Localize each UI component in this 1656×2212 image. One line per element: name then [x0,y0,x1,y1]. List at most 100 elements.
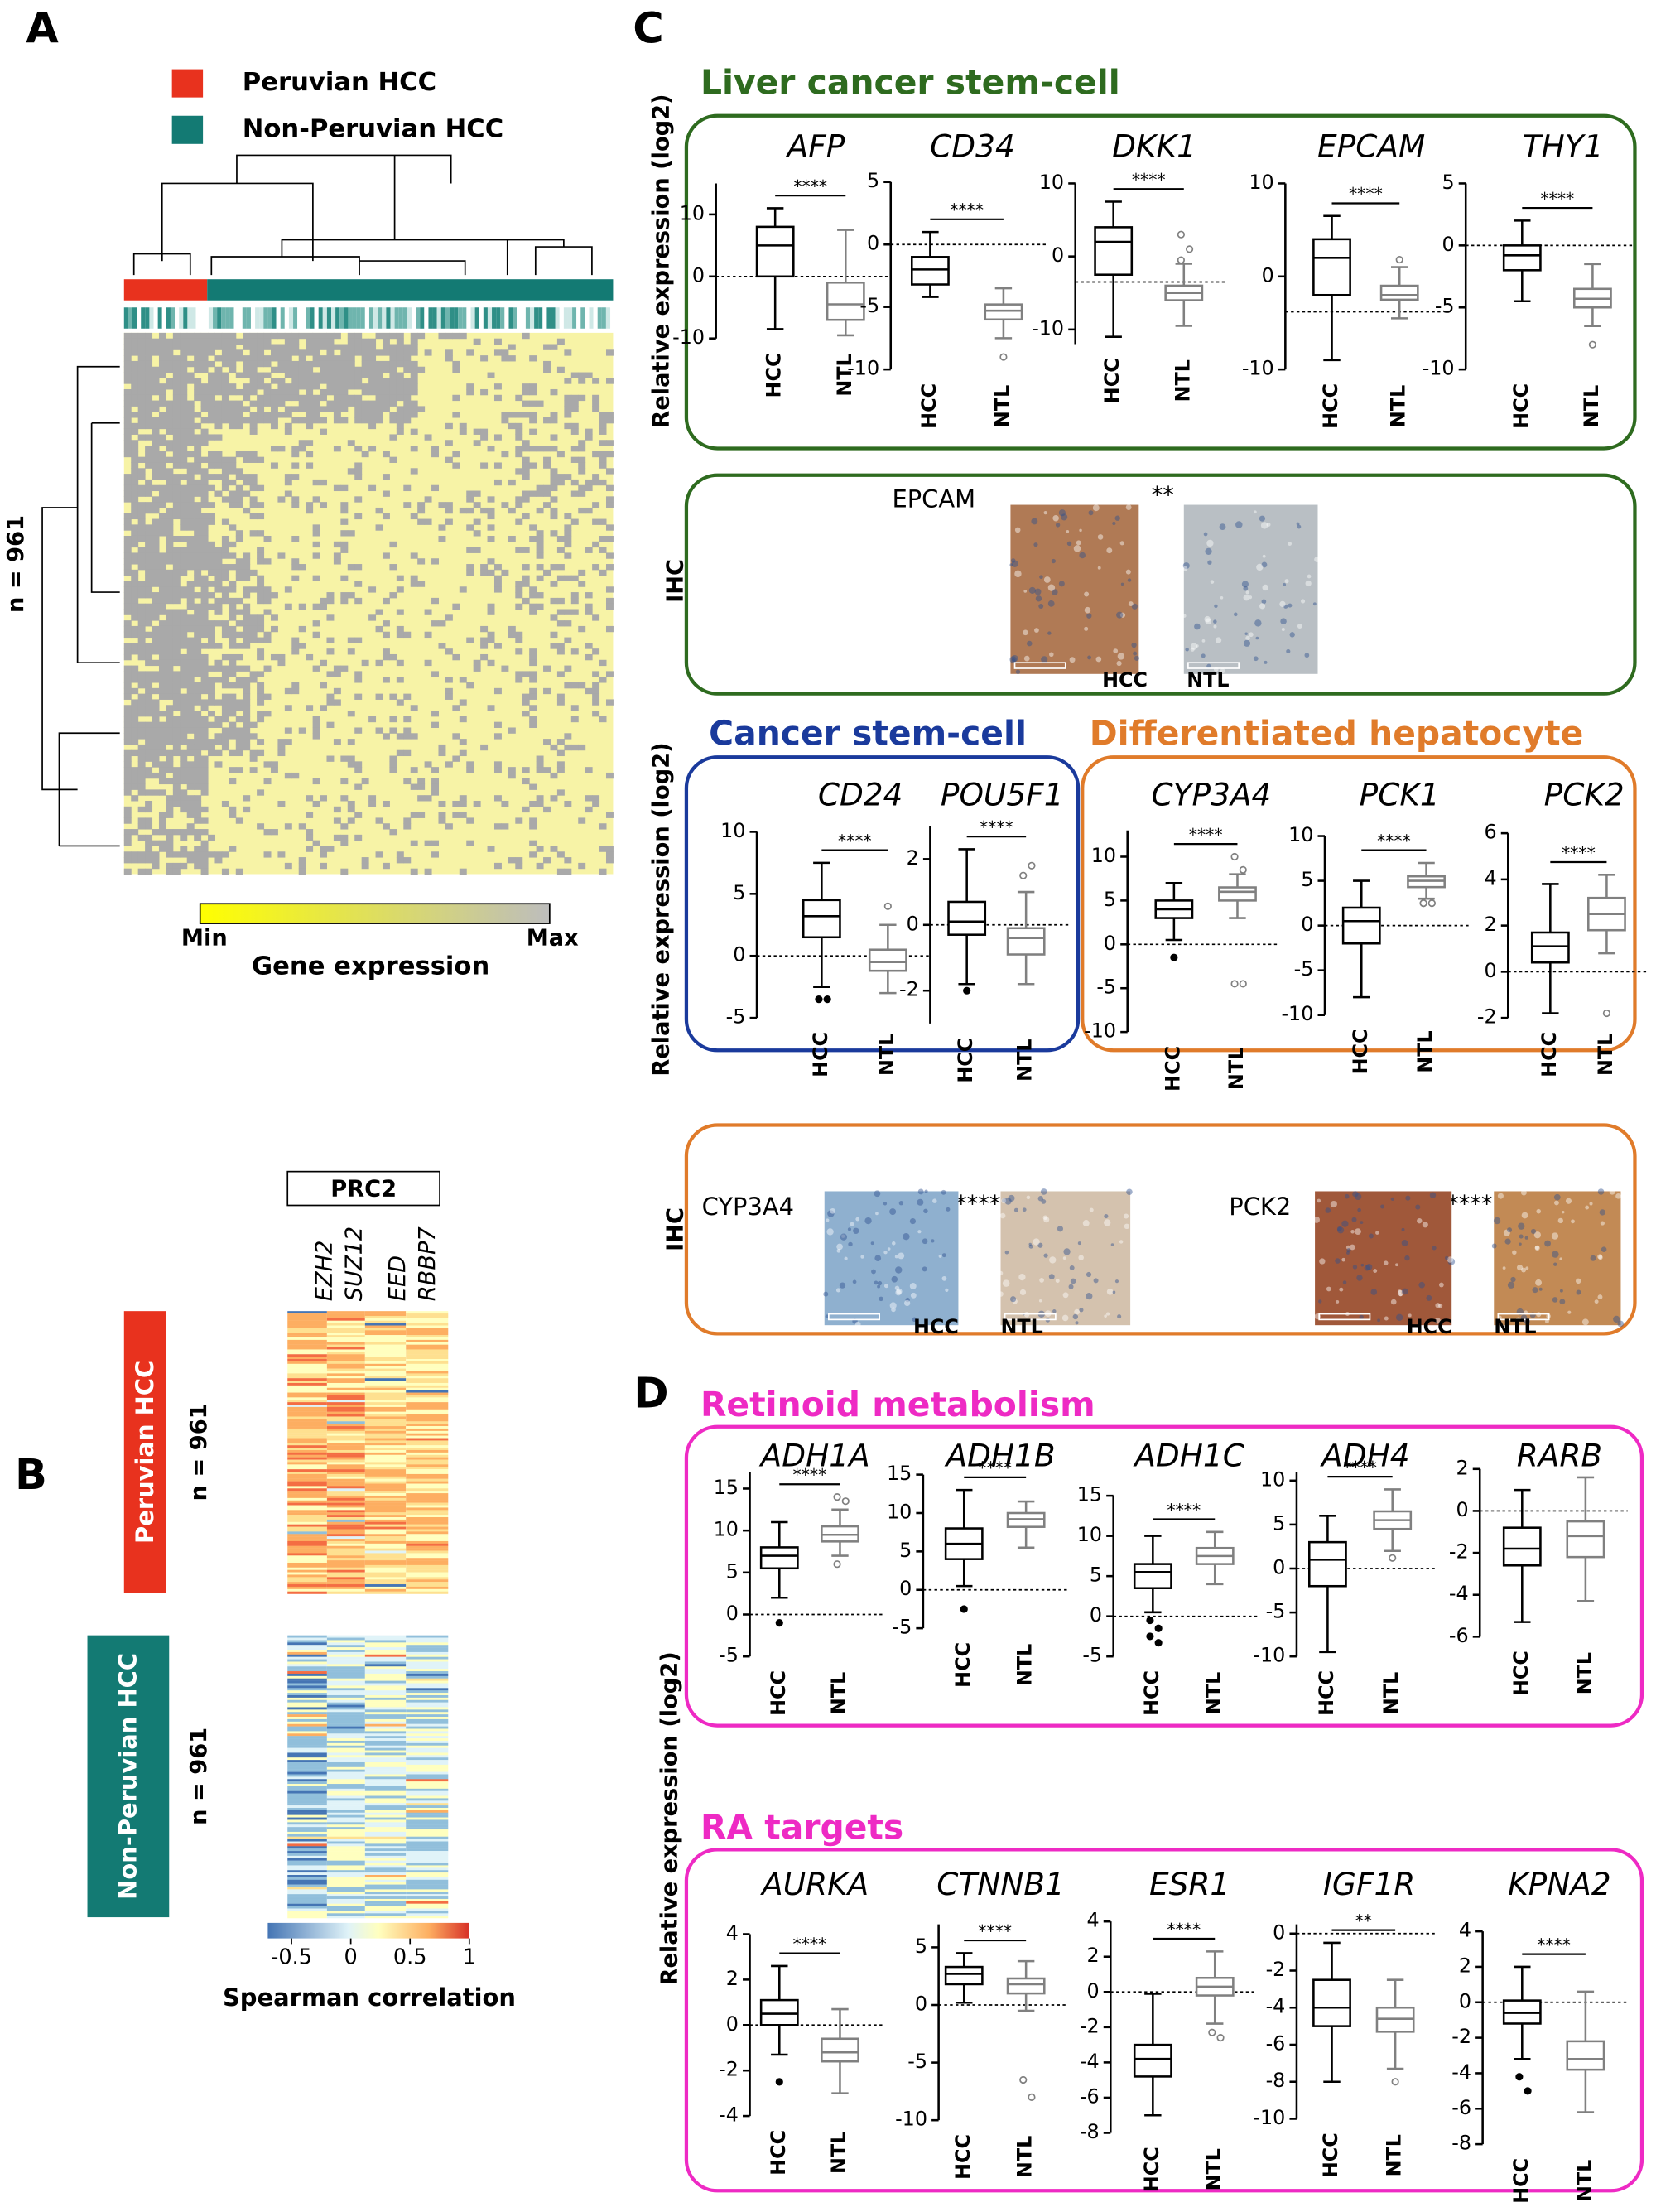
heatmap-cell [235,665,243,672]
heatmap-cell [364,1400,407,1403]
heatmap-cell [326,1650,365,1653]
heatmap-cell [368,378,377,384]
ihc-texture [1417,1217,1423,1224]
annotation-cell [229,307,234,329]
heatmap-cell [257,671,265,677]
heatmap-cell [306,451,314,458]
ihc-texture [1072,1313,1079,1320]
heatmap-cell [406,1472,449,1475]
heatmap-cell [291,558,300,565]
heatmap-cell [438,332,446,340]
heatmap-cell [605,625,614,633]
heatmap-cell [493,862,502,870]
ihc-texture [1008,1194,1015,1202]
heatmap-cell [137,535,146,542]
heatmap-cell [145,378,153,384]
heatmap-cell [158,812,166,818]
heatmap-cell [431,789,439,796]
heatmap-cell [221,344,229,350]
heatmap-cell [410,400,418,407]
heatmap-cell [550,446,558,452]
heatmap-cell [406,1916,449,1919]
heatmap-cell [263,778,272,785]
heatmap-cell [137,360,146,368]
heatmap-cell [158,456,166,463]
heatmap-cell [131,490,139,497]
heatmap-cell [249,671,258,677]
heatmap-cell [556,761,565,768]
heatmap-cell [249,513,258,520]
heatmap-cell [172,490,181,497]
heatmap-cell [166,592,174,599]
heatmap-cell [284,739,292,745]
heatmap-cell [466,507,474,514]
ihc-texture [1360,1221,1364,1225]
heatmap-cell [326,1478,365,1482]
heatmap-cell [364,1349,407,1352]
ihc-texture [1086,1271,1092,1278]
ihc-texture [1031,518,1038,525]
heatmap-cell [354,564,363,571]
heatmap-cell [229,699,237,706]
heatmap-cell [326,1843,365,1847]
heatmap-cell [123,417,132,424]
heatmap-cell [306,653,314,661]
heatmap-cell [326,1747,365,1751]
heatmap-cell [473,659,481,667]
heatmap-cell [172,434,181,441]
heatmap-cell [208,620,215,627]
heatmap-cell [312,530,320,537]
ihc-texture [1206,663,1211,669]
heatmap-cell [417,507,426,514]
heatmap-cell [493,761,502,768]
y-tick-label: 6 [1485,821,1497,844]
heatmap-cell [326,1916,365,1919]
heatmap-cell [361,355,369,362]
heatmap-cell [406,1430,449,1434]
ihc-texture [1035,595,1042,602]
heatmap-cell [166,812,174,818]
ihc-texture [1438,1282,1444,1288]
heatmap-cell [208,518,215,525]
heatmap-cell [131,502,139,508]
ihc-texture [870,1241,874,1246]
heatmap-cell [364,1387,407,1390]
heatmap-cell [123,394,132,402]
heatmap-cell [270,462,278,469]
heatmap-cell [287,1349,327,1352]
heatmap-cell [592,518,600,525]
heatmap-cell [235,749,243,757]
heatmap-cell [194,541,202,548]
heatmap-cell [364,1406,407,1410]
heatmap-cell [364,1717,407,1720]
ihc-texture [1429,1192,1437,1199]
heatmap-cell [291,383,300,390]
heatmap-cell [287,1851,327,1854]
heatmap-cell [158,394,166,402]
heatmap-cell [578,862,586,870]
ihc-texture [1346,1251,1350,1255]
heatmap-cell [326,1454,365,1458]
y-tick-label: 0 [726,2012,739,2036]
heatmap-cell [406,1390,449,1393]
heatmap-cell [172,507,181,514]
heatmap-cell [145,840,153,846]
heatmap-cell [578,507,586,514]
heatmap-cell [194,575,202,581]
heatmap-cell [406,1901,449,1904]
heatmap-cell [158,665,166,672]
heatmap-cell [536,767,544,773]
heatmap-cell [578,446,586,452]
heatmap-cell [340,349,349,356]
heatmap-cell [396,422,404,430]
heatmap-cell [208,474,215,480]
legend-swatch [171,69,204,98]
heatmap-cell [354,366,363,373]
heatmap-cell [235,569,243,576]
heatmap-cell [257,620,265,627]
heatmap-cell [287,1424,327,1427]
heatmap-cell [194,456,202,463]
heatmap-cell [200,614,209,621]
ihc-texture [1075,1321,1079,1325]
y-tick-label: 0 [1485,959,1497,982]
